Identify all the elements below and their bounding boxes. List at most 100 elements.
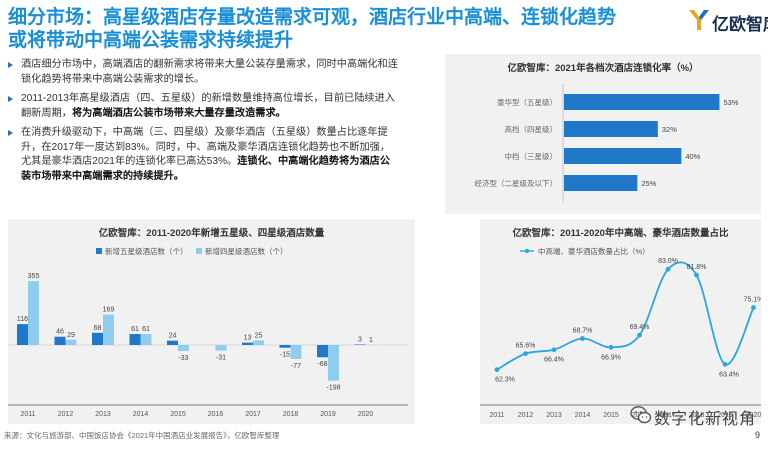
new-hotels-year-label: 2018 bbox=[283, 411, 299, 418]
share-point bbox=[665, 266, 671, 272]
share-year-label: 2020 bbox=[746, 412, 761, 419]
share-year-label: 2011 bbox=[489, 412, 504, 419]
new-hotels-year-label: 2019 bbox=[320, 411, 336, 418]
share-value-label: 75.1% bbox=[744, 297, 761, 304]
new-hotels-value-label: 24 bbox=[169, 333, 177, 340]
new-hotels-year-label: 2017 bbox=[245, 411, 261, 418]
bullet-text: 2011-2013年高星级酒店（四、五星级）的新增数量维持高位增长，目前已陆续进… bbox=[21, 93, 395, 119]
new-hotels-value-label: -68 bbox=[317, 361, 327, 368]
new-hotels-bar bbox=[54, 336, 66, 345]
share-point bbox=[580, 336, 585, 341]
new-hotels-value-label: 25 bbox=[255, 333, 263, 340]
new-hotels-bar bbox=[215, 345, 227, 351]
share-series-line bbox=[496, 261, 755, 371]
new-hotels-bar bbox=[354, 344, 366, 345]
bullet-item: 2011-2013年高星级酒店（四、五星级）的新增数量维持高位增长，目前已陆续进… bbox=[8, 92, 400, 121]
chain-rate-bar bbox=[564, 148, 682, 164]
new-hotels-value-label: -77 bbox=[291, 363, 301, 370]
chain-rate-bar bbox=[564, 175, 638, 191]
chain-rate-category-label: 高档（四星级） bbox=[505, 124, 558, 134]
wechat-icon bbox=[630, 406, 652, 424]
new-hotels-bar bbox=[317, 345, 328, 358]
share-year-label: 2013 bbox=[546, 412, 562, 419]
watermark: 数字化新视角 bbox=[630, 403, 766, 429]
watermark-text: 数字化新视角 bbox=[654, 411, 757, 428]
title-line-2: 或将带动中高端公装需求持续提升 bbox=[8, 30, 294, 51]
new-hotels-bar bbox=[28, 281, 39, 345]
chain-rate-value-label: 32% bbox=[662, 125, 677, 134]
new-hotels-legend-label: 新增四星级酒店数（个） bbox=[205, 246, 288, 256]
brand-logo-icon bbox=[689, 10, 709, 30]
new-hotels-bar bbox=[129, 334, 141, 345]
chain-rate-value-label: 53% bbox=[723, 98, 738, 107]
new-hotels-bar bbox=[167, 340, 178, 345]
new-hotels-year-label: 2012 bbox=[58, 411, 74, 418]
share-value-label: 81.8% bbox=[687, 264, 707, 271]
new-hotels-bar bbox=[242, 342, 253, 345]
bullet-text: 酒店细分市场中，高端酒店的翻新需求将带来大量公装存量需求，同时中高端化和连锁化趋… bbox=[21, 59, 398, 85]
new-hotels-bar bbox=[92, 332, 103, 345]
new-hotels-value-label: 116 bbox=[17, 316, 28, 323]
new-hotels-panel: 亿欧智库：2011-2020年新增五星级、四星级酒店数量 新增五星级酒店数（个）… bbox=[8, 219, 415, 424]
share-value-label: 69.4% bbox=[630, 324, 650, 331]
new-hotels-value-label: -33 bbox=[178, 355, 188, 362]
new-hotels-bar bbox=[17, 324, 28, 345]
new-hotels-year-label: 2015 bbox=[170, 411, 186, 418]
bullet-item: 在消费升级驱动下，中高端（三、四星级）及豪华酒店（五星级）数量占比逐年提升，在2… bbox=[8, 126, 400, 184]
new-hotels-bar bbox=[328, 345, 339, 381]
new-hotels-value-label: 1 bbox=[369, 337, 373, 344]
share-year-label: 2012 bbox=[518, 412, 534, 419]
new-hotels-value-label: 169 bbox=[103, 307, 115, 314]
chain-rate-panel: 亿欧智库：2021年各档次酒店连锁化率（%） 豪华型（五星级） 53% 高档（四星级… bbox=[445, 54, 761, 214]
new-hotels-value-label: -31 bbox=[216, 355, 226, 362]
chain-rate-value-label: 40% bbox=[685, 152, 700, 161]
new-hotels-value-label: 61 bbox=[131, 326, 139, 333]
share-title: 亿欧智库：2011-2020年中高端、豪华酒店数量占比 bbox=[512, 228, 729, 239]
new-hotels-value-label: 13 bbox=[244, 335, 252, 342]
new-hotels-chart: 新增五星级酒店数（个） 新增四星级酒店数（个） 116 355 2011 46 29 2012… bbox=[8, 246, 408, 418]
new-hotels-legend-swatch bbox=[196, 248, 202, 254]
new-hotels-year-label: 2014 bbox=[133, 411, 149, 418]
new-hotels-legend-swatch bbox=[96, 248, 102, 254]
new-hotels-bar bbox=[279, 345, 291, 348]
new-hotels-bar bbox=[290, 345, 302, 359]
share-point bbox=[608, 344, 614, 350]
new-hotels-year-label: 2013 bbox=[95, 411, 111, 418]
new-hotels-year-label: 2020 bbox=[358, 411, 374, 418]
share-value-label: 83.0% bbox=[658, 258, 678, 265]
new-hotels-bar bbox=[178, 345, 189, 351]
share-year-label: 2019 bbox=[717, 412, 733, 419]
share-point bbox=[637, 332, 642, 338]
new-hotels-year-label: 2016 bbox=[208, 411, 224, 418]
share-point bbox=[694, 272, 699, 278]
chain-rate-chart: 豪华型（五星级） 53% 高档（四星级） 32% 中档（三星级） 40% 经济型（二星级及以… bbox=[475, 84, 739, 202]
bullet-list: 酒店细分市场中，高端酒店的翻新需求将带来大量公装存量需求，同时中高端化和连锁化趋… bbox=[8, 58, 400, 189]
share-point bbox=[523, 351, 528, 357]
new-hotels-title: 亿欧智库：2011-2020年新增五星级、四星级酒店数量 bbox=[98, 228, 325, 239]
bullet-text: 在消费升级驱动下，中高端（三、四星级）及豪华酒店（五星级）数量占比逐年提升，在2… bbox=[21, 127, 391, 167]
share-point bbox=[751, 305, 756, 310]
share-value-label: 63.4% bbox=[719, 371, 739, 378]
new-hotels-bar bbox=[253, 340, 264, 345]
page-number: 9 bbox=[754, 430, 760, 440]
share-value-label: 66.4% bbox=[544, 357, 564, 364]
brand-logo-text: 亿欧智库 bbox=[712, 15, 768, 34]
share-value-label: 68.7% bbox=[573, 328, 593, 335]
share-year-label: 2017 bbox=[660, 412, 676, 419]
chain-rate-title: 亿欧智库：2021年各档次酒店连锁化率（%） bbox=[507, 63, 699, 74]
new-hotels-value-label: 61 bbox=[142, 326, 150, 333]
chain-rate-bar bbox=[564, 121, 658, 137]
new-hotels-value-label: -15 bbox=[280, 352, 290, 359]
share-year-label: 2015 bbox=[603, 412, 619, 419]
share-point bbox=[494, 367, 500, 373]
chain-rate-category-label: 豪华型（五星级） bbox=[497, 97, 557, 107]
share-panel: 亿欧智库：2011-2020年中高端、豪华酒店数量占比 中高端、豪华酒店数量占比… bbox=[480, 219, 763, 424]
chain-rate-value-label: 25% bbox=[641, 179, 656, 188]
brand-logo: 亿欧智库 bbox=[688, 8, 768, 34]
chain-rate-bar bbox=[564, 94, 720, 110]
new-hotels-value-label: 46 bbox=[56, 329, 64, 336]
bullet-bold-text: 将为高端酒店公装市场带来大量存量改造需求。 bbox=[71, 107, 286, 119]
new-hotels-value-label: 68 bbox=[94, 325, 102, 332]
share-legend-label: 中高端、豪华酒店数量占比（%） bbox=[538, 246, 650, 256]
new-hotels-value-label: 29 bbox=[67, 332, 75, 339]
